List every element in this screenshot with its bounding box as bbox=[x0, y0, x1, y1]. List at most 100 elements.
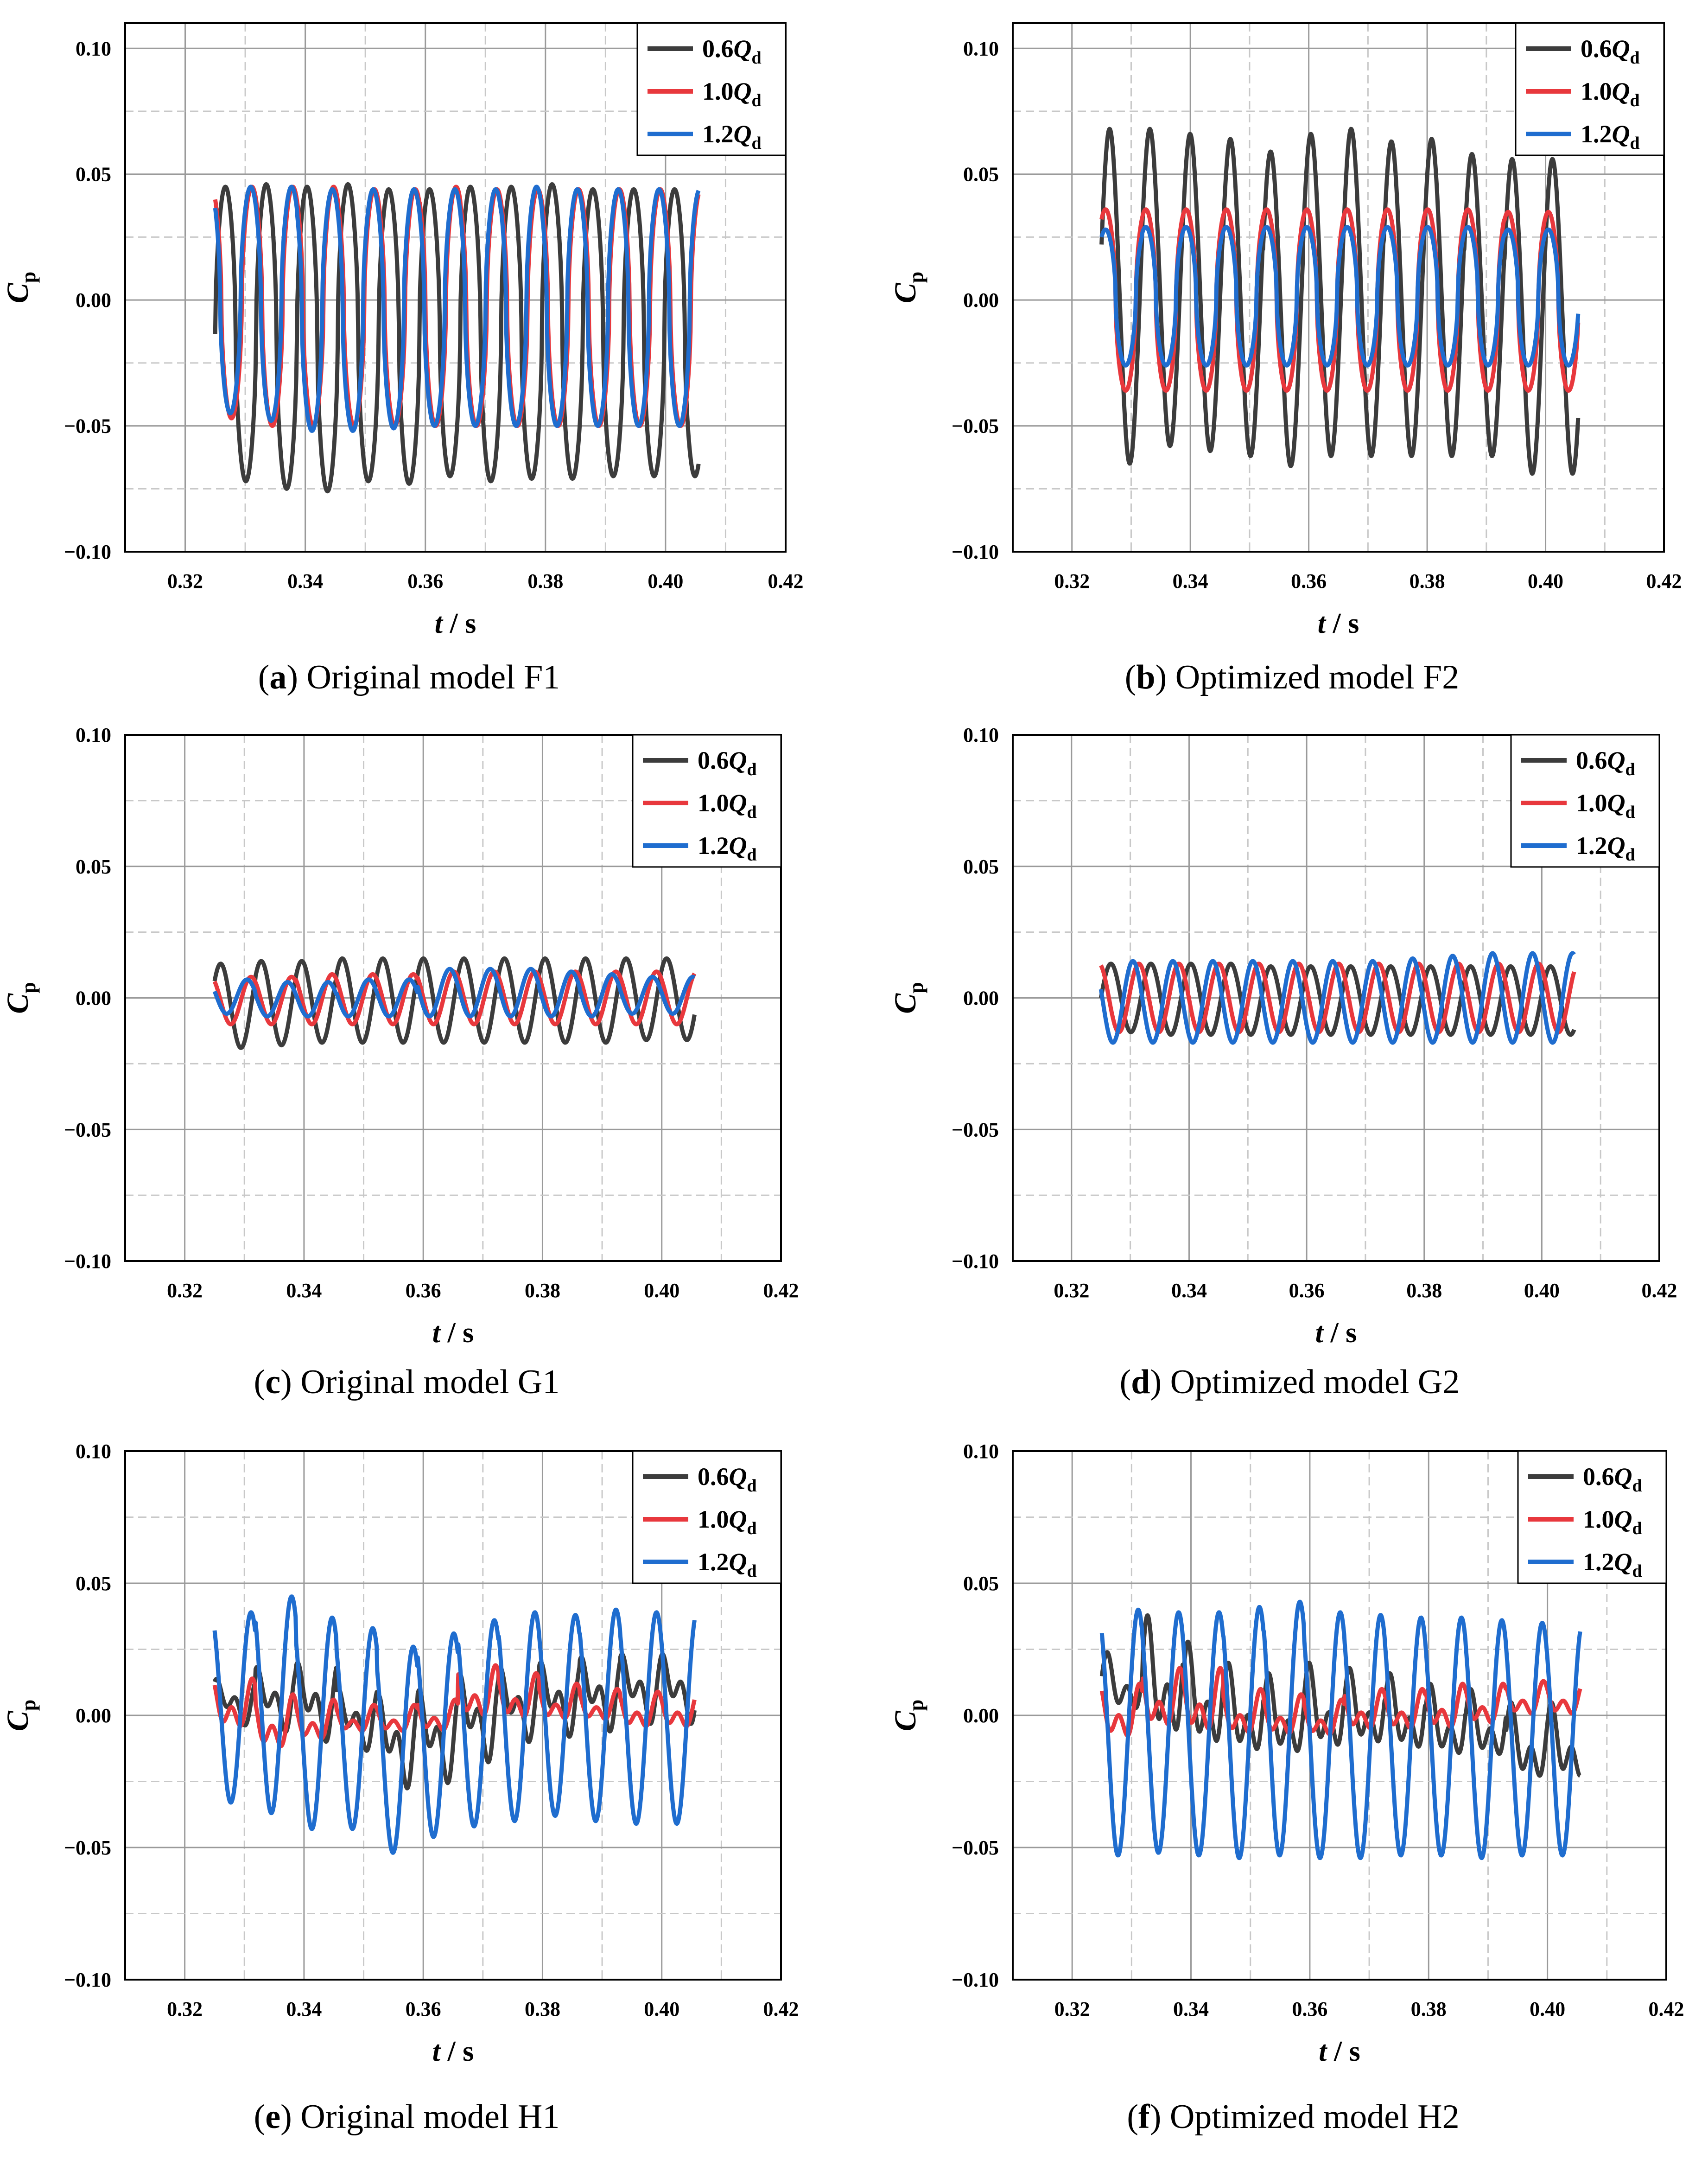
axes-frame bbox=[124, 22, 787, 553]
legend: 0.6Qd 1.0Qd 1.2Qd bbox=[632, 1450, 782, 1584]
series-line-1-2 bbox=[1099, 1599, 1582, 1860]
legend-label: 0.6Qd bbox=[1576, 746, 1635, 779]
y-axis-label: Cp bbox=[1, 1700, 40, 1732]
legend-label: 1.2Qd bbox=[698, 1548, 757, 1581]
x-axis-label: t / s bbox=[432, 1317, 474, 1349]
x-axis-label: t / s bbox=[1318, 608, 1359, 639]
y-tick-label: 0.10 bbox=[76, 724, 111, 746]
x-axis-label: t / s bbox=[1319, 2036, 1360, 2067]
y-tick-label: −0.05 bbox=[64, 1118, 111, 1141]
y-axis-label: Cp bbox=[889, 982, 927, 1014]
x-tick-label: 0.38 bbox=[1406, 1279, 1442, 1302]
legend-label: 1.2Qd bbox=[1581, 120, 1640, 153]
y-tick-label: 0.00 bbox=[76, 987, 111, 1010]
legend-label: 1.0Qd bbox=[702, 77, 762, 110]
series-line-1-2 bbox=[1098, 951, 1576, 1045]
legend-label: 0.6Qd bbox=[1583, 1463, 1642, 1496]
x-tick-label: 0.40 bbox=[1524, 1279, 1560, 1302]
y-tick-label: 0.05 bbox=[963, 1572, 999, 1595]
x-tick-label: 0.36 bbox=[1291, 570, 1327, 592]
legend-label: 1.0Qd bbox=[1583, 1505, 1642, 1538]
x-tick-label: 0.32 bbox=[1054, 570, 1090, 592]
y-tick-label: 0.10 bbox=[963, 37, 999, 60]
y-tick-label: −0.05 bbox=[952, 1836, 999, 1859]
chart-panel-d: 0.32 0.34 0.36 0.38 0.40 0.42 −0.10 −0.05 0.00 0.… bbox=[889, 724, 1677, 1401]
series-line-0-6 bbox=[213, 182, 701, 494]
legend: 0.6Qd 1.0Qd 1.2Qd bbox=[1517, 1450, 1667, 1584]
legend: 0.6Qd 1.0Qd 1.2Qd bbox=[636, 22, 787, 156]
x-tick-label: 0.38 bbox=[1410, 570, 1445, 592]
series-line-0-6 bbox=[1099, 127, 1581, 476]
x-tick-label: 0.42 bbox=[1642, 1279, 1677, 1302]
y-tick-label: 0.05 bbox=[76, 163, 111, 186]
x-tick-label: 0.38 bbox=[525, 1998, 560, 2020]
x-tick-label: 0.36 bbox=[406, 1279, 441, 1302]
x-tick-label: 0.36 bbox=[1289, 1279, 1325, 1302]
legend: 0.6Qd 1.0Qd 1.2Qd bbox=[1510, 734, 1660, 868]
legend-label: 0.6Qd bbox=[702, 35, 762, 68]
y-axis-label: Cp bbox=[889, 272, 927, 304]
x-tick-label: 0.42 bbox=[763, 1998, 799, 2020]
chart-panel-f: 0.32 0.34 0.36 0.38 0.40 0.42 −0.10 −0.05 0.00 0.… bbox=[889, 1440, 1684, 2136]
legend-label: 0.6Qd bbox=[698, 746, 757, 779]
x-tick-label: 0.34 bbox=[1173, 570, 1208, 592]
chart-panel-a: 0.32 0.34 0.36 0.38 0.40 0.42 −0.10 −0.05 0.00 0.… bbox=[1, 22, 804, 696]
x-tick-label: 0.34 bbox=[1173, 1998, 1209, 2020]
axes-frame bbox=[124, 1450, 782, 1981]
y-tick-label: 0.00 bbox=[76, 1704, 111, 1727]
x-tick-label: 0.40 bbox=[648, 570, 683, 592]
x-tick-label: 0.34 bbox=[286, 1998, 322, 2020]
legend-label: 1.2Qd bbox=[698, 832, 757, 865]
x-tick-label: 0.34 bbox=[286, 1279, 322, 1302]
panel-caption: (b) Optimized model F2 bbox=[1125, 658, 1459, 696]
x-tick-label: 0.34 bbox=[287, 570, 323, 592]
y-tick-label: 0.05 bbox=[963, 855, 999, 878]
x-tick-label: 0.32 bbox=[1054, 1279, 1089, 1302]
legend-label: 0.6Qd bbox=[698, 1463, 757, 1496]
y-tick-label: 0.05 bbox=[963, 163, 999, 186]
series-line-0-6 bbox=[212, 1652, 697, 1790]
axes-frame bbox=[1012, 734, 1660, 1262]
legend: 0.6Qd 1.0Qd 1.2Qd bbox=[1515, 22, 1665, 156]
y-tick-label: −0.10 bbox=[952, 1250, 999, 1273]
y-tick-label: −0.05 bbox=[952, 415, 999, 438]
x-tick-label: 0.32 bbox=[167, 570, 203, 592]
x-tick-label: 0.36 bbox=[407, 570, 443, 592]
legend-label: 1.2Qd bbox=[702, 120, 762, 153]
chart-panel-c: 0.32 0.34 0.36 0.38 0.40 0.42 −0.10 −0.05 0.00 0.… bbox=[1, 724, 799, 1401]
y-tick-label: 0.05 bbox=[76, 855, 111, 878]
legend-label: 1.0Qd bbox=[1576, 789, 1635, 822]
y-tick-label: −0.10 bbox=[64, 541, 111, 563]
axes-frame bbox=[124, 734, 782, 1262]
x-tick-label: 0.40 bbox=[644, 1998, 679, 2020]
y-tick-label: 0.10 bbox=[963, 724, 999, 746]
panel-caption: (f) Optimized model H2 bbox=[1127, 2098, 1459, 2136]
x-tick-label: 0.42 bbox=[768, 570, 804, 592]
x-tick-label: 0.42 bbox=[1646, 570, 1682, 592]
y-tick-label: 0.00 bbox=[76, 289, 111, 312]
x-tick-label: 0.36 bbox=[1292, 1998, 1327, 2020]
legend-label: 1.0Qd bbox=[698, 1505, 757, 1538]
y-tick-label: −0.05 bbox=[952, 1118, 999, 1141]
y-tick-label: −0.10 bbox=[952, 1969, 999, 1991]
series-line-1-2 bbox=[212, 967, 696, 1019]
chart-panel-b: 0.32 0.34 0.36 0.38 0.40 0.42 −0.10 −0.05 0.00 0.… bbox=[889, 22, 1682, 696]
x-tick-label: 0.40 bbox=[1530, 1998, 1565, 2020]
x-axis-label: t / s bbox=[435, 608, 476, 639]
y-tick-label: −0.10 bbox=[64, 1250, 111, 1273]
x-tick-label: 0.40 bbox=[1528, 570, 1563, 592]
y-tick-label: 0.10 bbox=[76, 37, 111, 60]
y-tick-label: 0.10 bbox=[963, 1440, 999, 1463]
y-axis-label: Cp bbox=[1, 272, 40, 304]
x-tick-label: 0.40 bbox=[644, 1279, 679, 1302]
legend-label: 0.6Qd bbox=[1581, 35, 1640, 68]
x-tick-label: 0.42 bbox=[1649, 1998, 1684, 2020]
legend-label: 1.0Qd bbox=[1581, 77, 1640, 110]
x-tick-label: 0.36 bbox=[406, 1998, 441, 2020]
axes-frame bbox=[1012, 22, 1665, 553]
series-line-1-2 bbox=[212, 1594, 697, 1855]
y-tick-label: 0.10 bbox=[76, 1440, 111, 1463]
series-line-1-2 bbox=[213, 185, 701, 433]
y-tick-label: −0.05 bbox=[64, 1836, 111, 1859]
y-axis-label: Cp bbox=[889, 1700, 927, 1732]
